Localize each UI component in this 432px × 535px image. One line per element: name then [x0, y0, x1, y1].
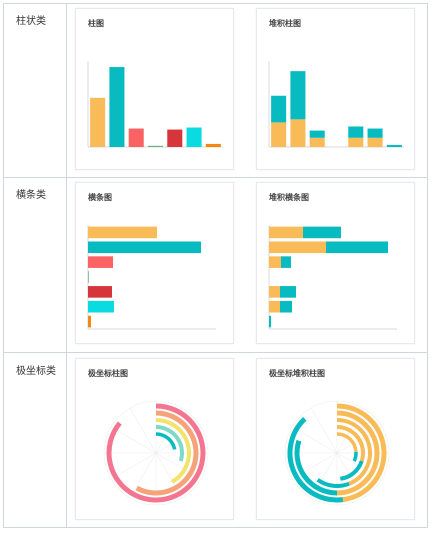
radial-gridline: [291, 426, 338, 454]
radial-gridline: [129, 407, 157, 454]
radial-gridline: [110, 452, 157, 480]
card-title: 横条图: [88, 193, 112, 202]
bar-segment: [290, 119, 306, 147]
bar-segment: [348, 137, 364, 147]
arc-bar: [155, 432, 177, 450]
chart-card-polar-stacked-bar[interactable]: 极坐标堆积柱图: [256, 358, 415, 520]
arc-segment: [336, 418, 372, 486]
bar-segment: [280, 300, 292, 313]
bar: [88, 241, 201, 254]
bar-segment: [269, 286, 280, 298]
arc-bar: [155, 418, 191, 484]
bar-segment: [367, 137, 383, 147]
bar-segment: [309, 137, 325, 147]
bar-segment: [271, 95, 287, 123]
bar-segment: [269, 256, 281, 268]
table-border-left: [3, 3, 4, 528]
row-label-polar: 极坐标类: [16, 366, 56, 377]
chart-card-bar[interactable]: 柱图: [75, 8, 234, 170]
arc-segment: [287, 416, 344, 503]
horizontal-bar-chart: [87, 225, 216, 330]
bar-segment: [269, 226, 303, 239]
polar-bar-chart: [103, 400, 209, 506]
arc-segment: [336, 432, 358, 453]
bar: [88, 256, 113, 268]
card-title: 极坐标堆积柱图: [269, 369, 325, 378]
bar-segment: [269, 300, 280, 313]
radial-gridline: [291, 452, 338, 480]
arc-bar: [106, 403, 206, 503]
table-border-right: [427, 3, 428, 528]
bar: [90, 97, 106, 147]
arc-segment: [336, 403, 387, 503]
chart-card-polar-bar[interactable]: 极坐标柱图: [75, 358, 234, 520]
radial-gridline: [110, 426, 157, 454]
arc-bar: [155, 425, 184, 462]
bar-segment: [367, 128, 383, 138]
arc-segment: [316, 478, 350, 488]
bar: [147, 145, 164, 147]
card-title: 柱图: [88, 19, 104, 28]
card-title: 堆积柱图: [269, 19, 301, 28]
chart-card-stacked-horizontal-bar[interactable]: 堆积横条图: [256, 182, 415, 344]
bar-segment: [290, 71, 306, 120]
bar-segment: [281, 256, 291, 268]
bar: [88, 226, 157, 239]
bar: [88, 286, 112, 298]
row-divider: [3, 352, 427, 353]
polar-stacked-bar-chart: [284, 400, 390, 506]
bar: [205, 143, 221, 147]
bar-segment: [303, 226, 341, 239]
arc-segment: [352, 451, 358, 462]
bar: [167, 129, 183, 147]
polar-gridline: [284, 400, 390, 506]
chart-card-horizontal-bar[interactable]: 横条图: [75, 182, 234, 344]
polar-gridline: [103, 400, 209, 506]
bar-segment: [326, 241, 388, 254]
arc-segment: [336, 425, 365, 462]
bar-segment: [269, 315, 271, 328]
bar-segment: [386, 144, 402, 147]
bar: [186, 127, 202, 147]
bar-chart: [87, 61, 223, 148]
table-border-top: [3, 3, 427, 4]
radial-gridline: [155, 452, 183, 499]
bar-segment: [269, 241, 326, 254]
row-label-bar: 柱状类: [16, 16, 46, 27]
radial-gridline: [310, 452, 338, 499]
radial-gridline: [129, 452, 157, 499]
card-title: 极坐标柱图: [88, 369, 128, 378]
column-divider: [66, 3, 67, 528]
bar-segment: [280, 286, 296, 298]
bar-segment: [309, 130, 325, 138]
row-divider: [3, 177, 427, 178]
arc-segment: [339, 460, 364, 481]
radial-gridline: [155, 452, 202, 480]
card-title: 堆积横条图: [269, 193, 309, 202]
arc-bar: [135, 410, 199, 496]
bar: [88, 300, 114, 313]
arc-segment: [294, 439, 338, 496]
table-border-bottom: [3, 527, 427, 528]
row-label-horizontal-bar: 横条类: [16, 190, 46, 201]
stacked-bar-chart: [268, 61, 404, 148]
bar-segment: [271, 122, 287, 147]
radial-gridline: [310, 407, 338, 454]
chart-card-stacked-bar[interactable]: 堆积柱图: [256, 8, 415, 170]
bar-segment: [348, 126, 364, 138]
bar: [109, 67, 125, 147]
arc-segment: [336, 410, 380, 496]
stacked-horizontal-bar-chart: [268, 225, 397, 330]
bar: [128, 128, 144, 147]
bar: [88, 315, 91, 328]
bar: [88, 271, 89, 283]
